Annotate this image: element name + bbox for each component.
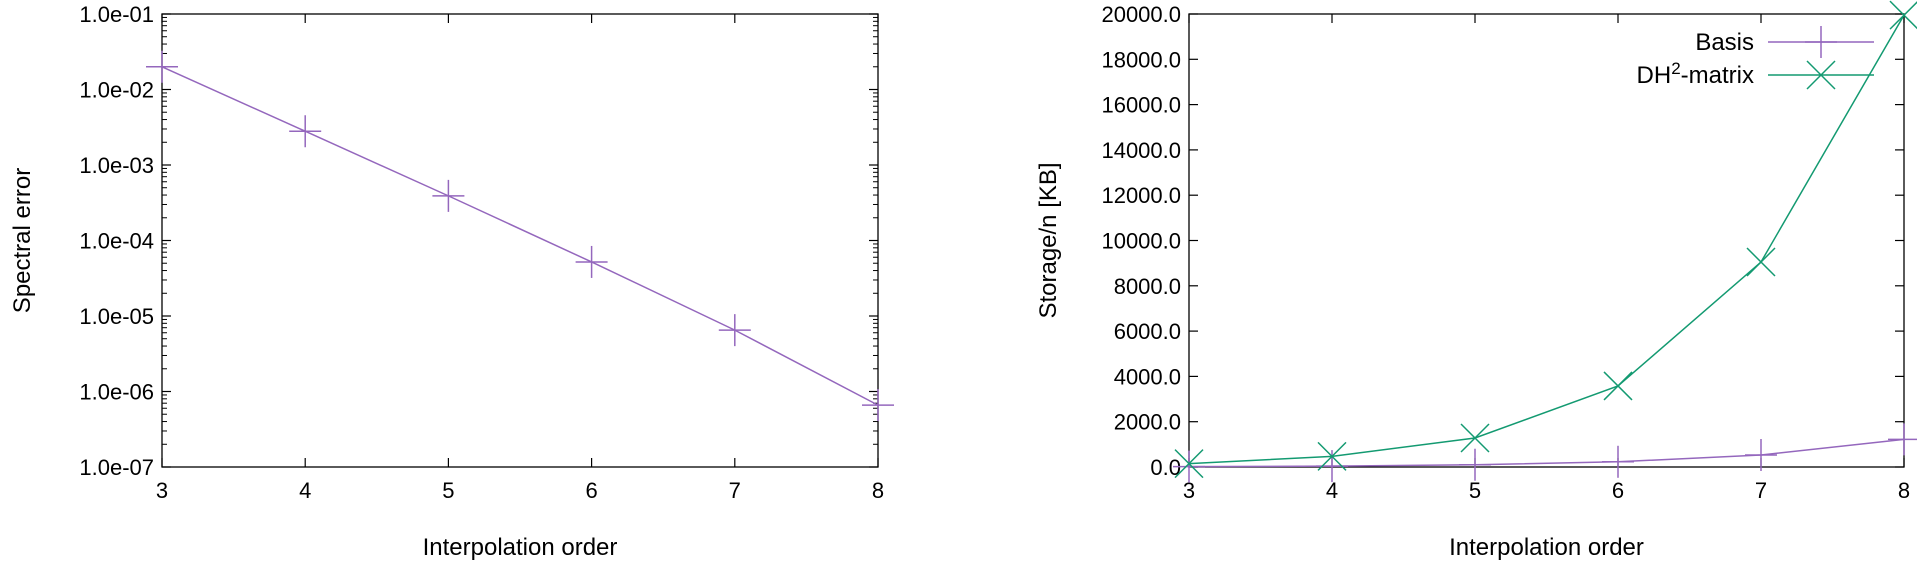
x-tick-label: 7 xyxy=(1755,478,1767,503)
y-tick-label: 1.0e-04 xyxy=(79,229,154,254)
x-tick-label: 7 xyxy=(729,478,741,503)
data-point xyxy=(1888,423,1917,456)
x-tick-label: 4 xyxy=(299,478,311,503)
data-point xyxy=(718,314,751,347)
legend-marker xyxy=(1805,26,1837,58)
y-tick-label: 14000.0 xyxy=(1101,138,1181,163)
y-tick-label: 1.0e-01 xyxy=(79,2,154,27)
x-tick-label: 4 xyxy=(1326,478,1338,503)
data-point xyxy=(146,50,178,83)
y-tick-label: 1.0e-05 xyxy=(79,304,154,329)
data-point xyxy=(1173,450,1205,483)
x-axis-title: Interpolation order xyxy=(1449,534,1644,561)
y-tick-label: 8000.0 xyxy=(1114,274,1181,299)
data-point xyxy=(1174,449,1204,479)
data-point xyxy=(1317,441,1347,471)
x-tick-label: 5 xyxy=(442,478,454,503)
storage-chart: 3 4 5 6 7 80.02000.04000.06000.08000.010000.0… xyxy=(1035,0,1917,561)
legend-marker xyxy=(1806,60,1836,90)
data-point xyxy=(1889,0,1917,30)
y-tick-label: 18000.0 xyxy=(1101,47,1181,72)
y-tick-label: 4000.0 xyxy=(1114,364,1181,389)
data-point xyxy=(1603,371,1633,401)
y-tick-label: 16000.0 xyxy=(1101,93,1181,118)
legend-label: Basis xyxy=(1695,29,1754,56)
y-tick-label: 20000.0 xyxy=(1101,2,1181,27)
y-tick-label: 1.0e-06 xyxy=(79,380,154,405)
y-tick-label: 10000.0 xyxy=(1101,229,1181,254)
x-axis-title: Interpolation order xyxy=(423,534,618,561)
data-point xyxy=(575,245,608,278)
data-point xyxy=(1745,438,1777,471)
spectral-error-chart: 3 4 5 6 7 8 1.0e-01 1.0e-02 1.0e-03 1.0e-04 1.0e-0… xyxy=(9,2,894,561)
plot-frame xyxy=(1188,13,1905,468)
data-point xyxy=(1459,448,1491,481)
y-axis-title: Storage/n [KB] xyxy=(1035,162,1062,318)
data-point xyxy=(289,115,322,148)
plot-frame xyxy=(161,13,879,468)
x-tick-label: 3 xyxy=(1183,478,1195,503)
y-axis-title: Spectral error xyxy=(9,168,36,313)
data-point xyxy=(432,179,465,212)
legend-label: DH2-matrix xyxy=(1637,59,1754,90)
data-point xyxy=(1746,247,1776,277)
y-tick-label: 12000.0 xyxy=(1101,183,1181,208)
x-tick-label: 6 xyxy=(1612,478,1624,503)
y-tick-label: 1.0e-07 xyxy=(79,455,154,480)
x-tick-label: 3 xyxy=(156,478,168,503)
x-tick-label: 6 xyxy=(585,478,597,503)
data-point xyxy=(1602,445,1634,478)
x-tick-label: 8 xyxy=(1898,478,1910,503)
y-tick-label: 1.0e-03 xyxy=(79,153,154,178)
series-line-0 xyxy=(1188,438,1905,468)
series-line-1 xyxy=(1188,14,1905,465)
y-tick-label: 6000.0 xyxy=(1114,319,1181,344)
series-line-0 xyxy=(161,66,879,406)
x-tick-label: 8 xyxy=(872,478,884,503)
y-tick-label: 1.0e-02 xyxy=(79,78,154,103)
x-tick-label: 5 xyxy=(1469,478,1481,503)
data-point xyxy=(1460,423,1490,453)
y-tick-label: 2000.0 xyxy=(1114,410,1181,435)
data-point xyxy=(862,389,894,422)
